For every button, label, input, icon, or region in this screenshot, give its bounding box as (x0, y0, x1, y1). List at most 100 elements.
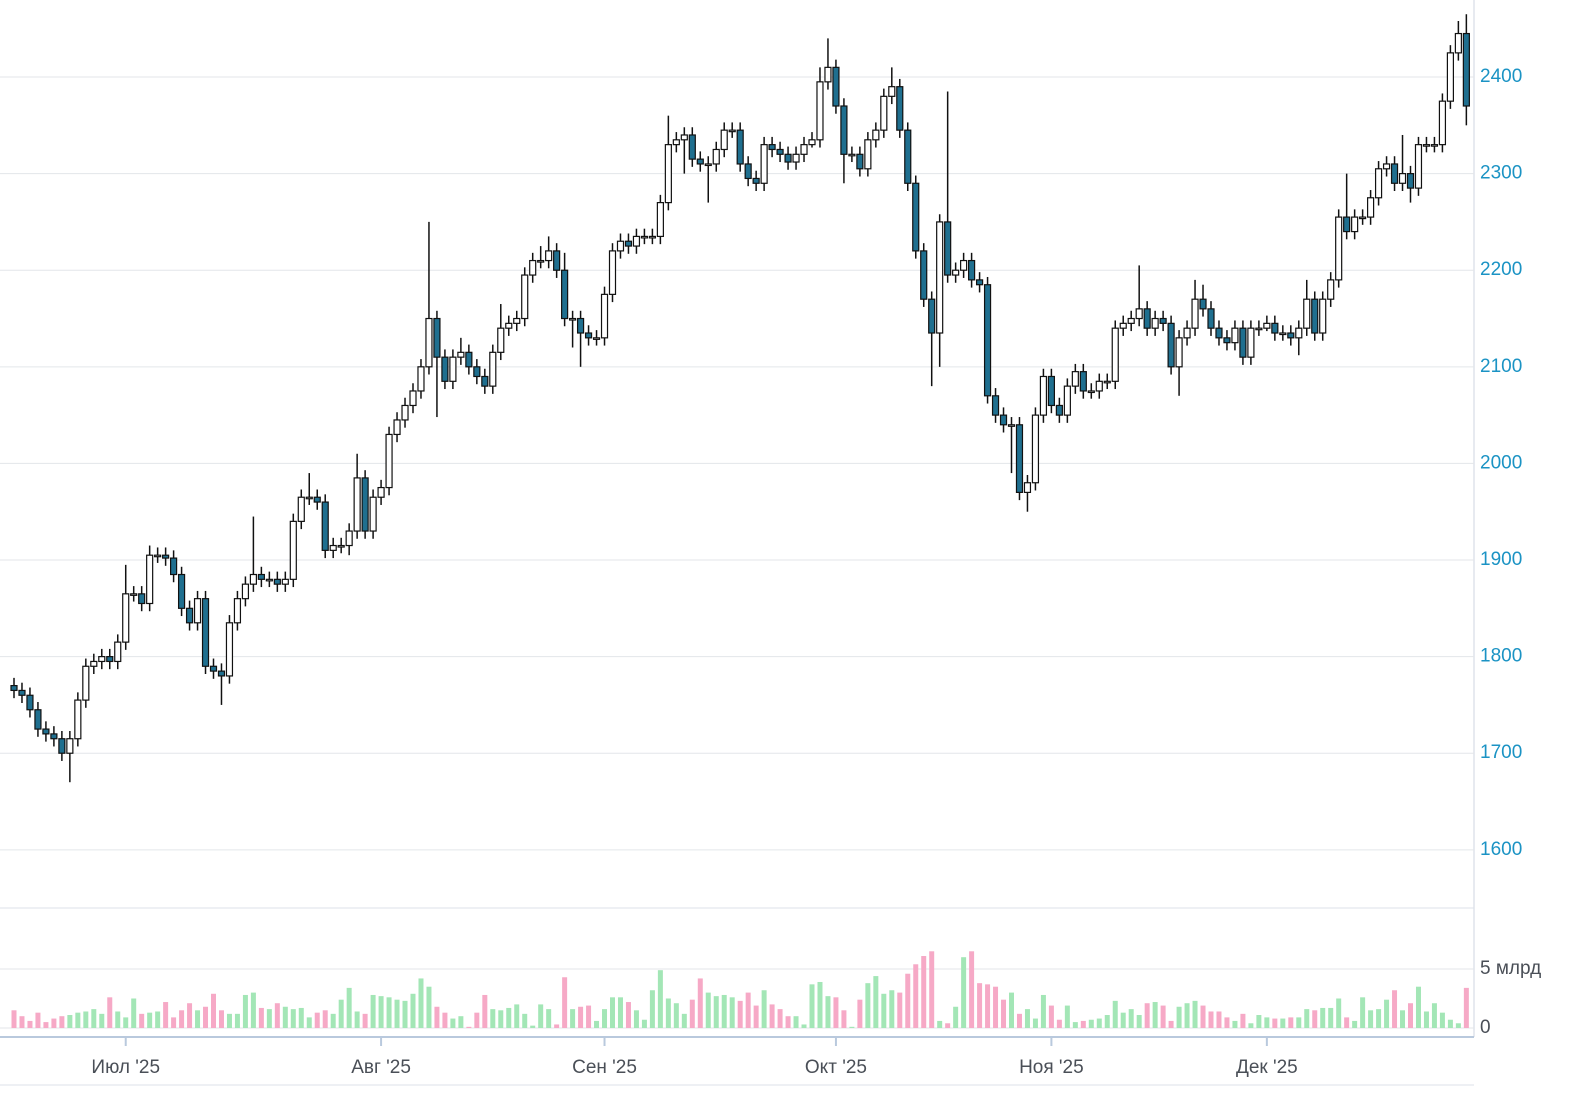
volume-bar (67, 1015, 73, 1028)
volume-bar (641, 1019, 647, 1028)
candle-body (1023, 482, 1032, 493)
volume-bar (266, 1009, 272, 1028)
candle-body (18, 689, 26, 696)
volume-bar (809, 984, 815, 1028)
candle-body (1462, 32, 1470, 107)
candle-body (1239, 327, 1247, 358)
candle-body (297, 496, 305, 522)
candle-body (513, 317, 521, 324)
volume-bar (1032, 1018, 1038, 1028)
candle-body (1079, 371, 1087, 392)
candle-body (82, 665, 90, 701)
candle-body (648, 235, 657, 239)
y-tick-label: 2400 (1480, 66, 1522, 87)
candle-body (1311, 298, 1319, 334)
candle-body (640, 235, 649, 239)
candle-body (1119, 322, 1127, 329)
volume-bar (1128, 1009, 1134, 1028)
candle-body (481, 375, 489, 387)
volume-bar (474, 1012, 480, 1028)
volume-bar (274, 1003, 280, 1028)
y-tick-label: 2200 (1480, 259, 1522, 280)
candle-body (433, 317, 441, 358)
volume-bar (625, 1002, 631, 1028)
candle-body (768, 144, 776, 151)
candle-body (983, 284, 992, 397)
candle-body (1223, 337, 1231, 344)
candle-body (967, 259, 976, 281)
x-tick-label: Дек '25 (1236, 1057, 1298, 1078)
candle-body (401, 404, 409, 421)
candle-body (489, 351, 497, 387)
volume-bar (434, 1006, 440, 1028)
candle-body (146, 554, 154, 605)
candle-body (34, 709, 42, 730)
volume-bar (1376, 1009, 1382, 1028)
candle-body (872, 129, 880, 141)
volume-bar (370, 994, 376, 1028)
candle-body (1414, 144, 1423, 189)
volume-bar (1368, 1010, 1374, 1028)
candle-body (1191, 298, 1199, 329)
candle-body (1255, 327, 1263, 331)
candle-body (289, 520, 297, 580)
candle-body (1151, 317, 1159, 329)
volume-bar (617, 997, 623, 1028)
x-tick-label: Ноя '25 (1019, 1057, 1084, 1078)
volume-bar (394, 999, 400, 1028)
y-tick-label: 2000 (1480, 452, 1522, 473)
volume-bar (490, 1009, 496, 1028)
candle-body (185, 607, 194, 624)
volume-bar (1224, 1017, 1230, 1028)
candle-body (1430, 144, 1439, 147)
candle-body (138, 593, 146, 605)
volume-bar (139, 1013, 145, 1028)
volume-bar (234, 1013, 240, 1028)
volume-bar (538, 1004, 544, 1028)
volume-bar (1160, 1005, 1166, 1028)
volume-bar (633, 1010, 639, 1028)
candle-body (553, 250, 561, 271)
volume-bar (1112, 1000, 1118, 1028)
volume-bar (1144, 1003, 1150, 1028)
volume-bar (314, 1012, 320, 1028)
volume-bar (298, 1007, 304, 1028)
x-tick-label: Авг '25 (351, 1057, 411, 1078)
volume-bar (1280, 1018, 1286, 1028)
candle-body (1087, 390, 1095, 394)
volume-bar (1056, 1019, 1062, 1028)
volume-bar (977, 983, 983, 1028)
candle-body (162, 554, 170, 559)
volume-bar (761, 990, 767, 1028)
volume-bar (19, 1016, 25, 1028)
volume-bar (530, 1025, 536, 1028)
y-tick-label: 1700 (1480, 742, 1522, 763)
volume-bar (554, 1024, 560, 1028)
candle-body (912, 182, 920, 252)
volume-bar (817, 981, 823, 1028)
candle-body (369, 496, 377, 532)
volume-bar (282, 1006, 288, 1028)
candle-body (1422, 144, 1431, 147)
candle-body (473, 366, 481, 378)
candle-body (561, 269, 569, 320)
candle-body (465, 351, 473, 368)
volume-bar (163, 1002, 169, 1028)
candle-body (664, 144, 672, 204)
candle-body (688, 134, 696, 160)
candle-body (417, 366, 425, 392)
candle-body (66, 738, 74, 754)
volume-bar (865, 983, 871, 1028)
candle-body (265, 578, 273, 582)
volume-bar (1016, 1013, 1022, 1028)
volume-bar (769, 1004, 775, 1028)
candle-body (353, 477, 361, 532)
volume-bar (11, 1010, 17, 1028)
candle-body (209, 665, 218, 672)
candle-body (1031, 414, 1040, 484)
candle-body (672, 139, 680, 146)
volume-bar (498, 1010, 504, 1028)
volume-bar (945, 1023, 951, 1028)
candle-body (680, 134, 688, 141)
candle-body (1271, 322, 1279, 334)
